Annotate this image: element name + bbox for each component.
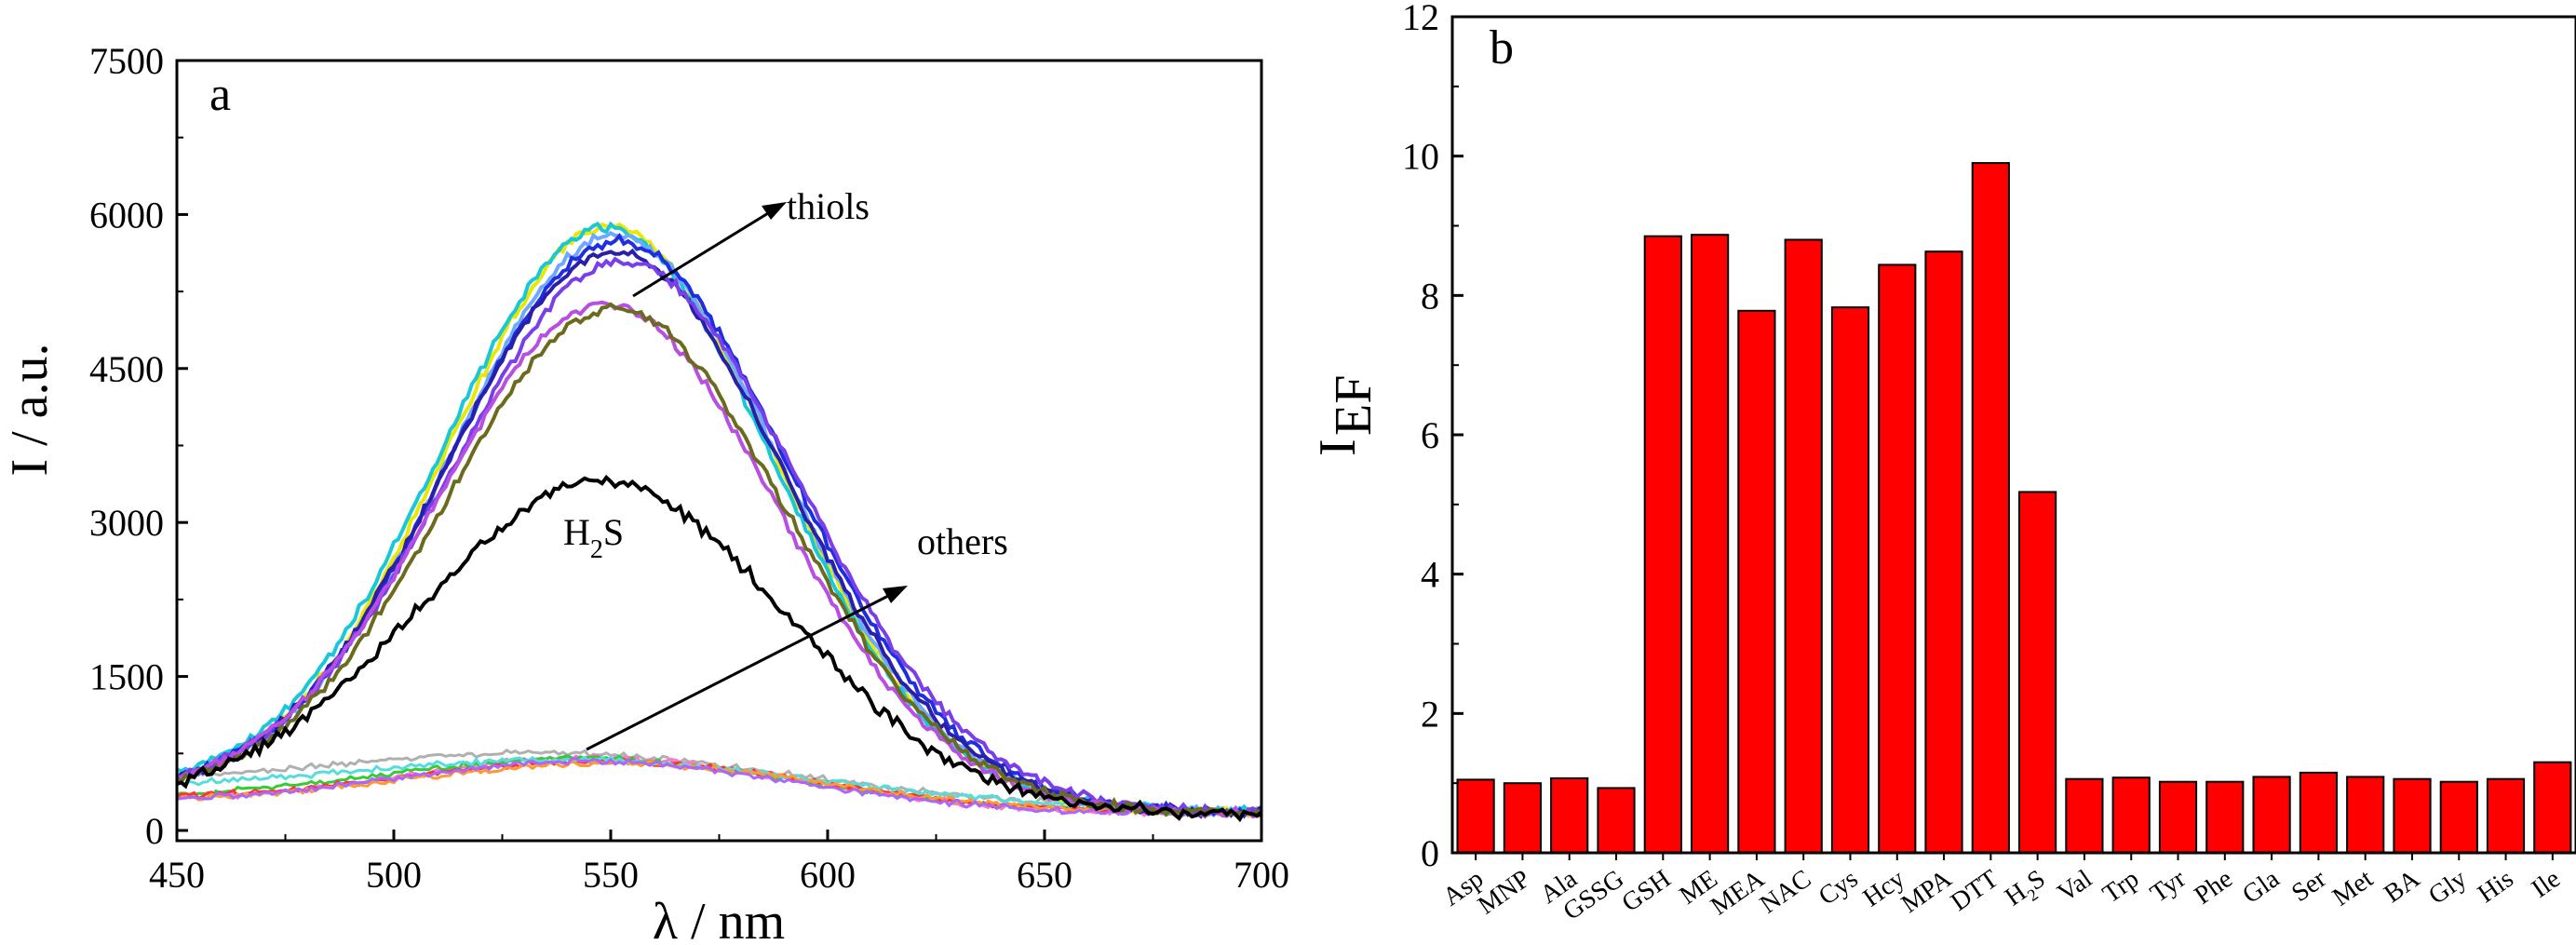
category-label: DTT (1946, 864, 2003, 917)
bar-GSH (1643, 235, 1682, 854)
panel-b-label: b (1490, 21, 1514, 74)
series-line-other-purple (176, 757, 1262, 818)
y-axis-label-b-sub: EF (1325, 375, 1382, 436)
b-y-tick-label: 10 (1402, 136, 1439, 178)
series-line-thiol-cyan (176, 221, 1263, 818)
category-label: His (2473, 864, 2519, 909)
x-tick-label: 550 (583, 854, 639, 896)
series-line-thiol-blue (176, 233, 1263, 819)
others-arrow-line (586, 591, 895, 751)
category-label: Met (2327, 864, 2379, 911)
panel-a-label: a (209, 68, 231, 121)
y-tick-label: 0 (145, 810, 164, 852)
thiols-label: thiols (787, 185, 870, 227)
category-label: Phe (2190, 864, 2238, 910)
b-y-tick-label: 8 (1421, 275, 1439, 317)
series-line-thiol-yellow (175, 222, 1263, 820)
b-y-tick-label: 12 (1402, 0, 1439, 38)
category-label: GSH (1617, 864, 1677, 918)
b-y-tick-label: 2 (1421, 693, 1439, 735)
bar-NAC (1784, 238, 1823, 854)
bar-DTT (1971, 162, 2010, 855)
x-tick-label: 600 (800, 854, 856, 896)
y-tick-label: 1500 (89, 656, 164, 698)
bar-MNP (1503, 782, 1543, 855)
bar-Val (2065, 777, 2104, 855)
bar-Tyr (2158, 780, 2198, 855)
b-y-tick-label: 0 (1421, 832, 1439, 874)
category-label: Ile (2527, 864, 2566, 903)
h2s-label: H2S (563, 511, 624, 564)
category-label: Ser (2286, 864, 2332, 908)
b-y-tick-label: 4 (1421, 554, 1439, 596)
bar-BA (2393, 777, 2432, 855)
thiols-arrow-line (632, 209, 774, 298)
x-axis-label: λ / nm (653, 893, 785, 945)
bar-H2S (2018, 491, 2057, 855)
series-line-thiol-lightblue (175, 230, 1262, 817)
others-arrow-head (883, 586, 908, 603)
bar-Gla (2252, 776, 2291, 855)
y-tick-label: 4500 (89, 348, 164, 390)
series-line-H2S (176, 474, 1263, 823)
category-label: H2S (2000, 864, 2053, 915)
plot-a-frame (175, 59, 1263, 843)
category-label: Val (2053, 864, 2098, 908)
bar-GSSG (1597, 787, 1636, 855)
category-label: Cys (1814, 864, 1863, 911)
y-tick-label: 6000 (89, 194, 164, 236)
category-label: NAC (1755, 864, 1816, 919)
category-label: BA (2379, 864, 2425, 909)
panel-a: 450 500 550 600 650 700015003000450060007500 … (1, 40, 1289, 945)
bar-Ser (2299, 771, 2339, 855)
x-tick-label: 450 (149, 854, 205, 896)
bar-Ile (2533, 761, 2572, 855)
bar-Asp (1456, 778, 1495, 855)
y-axis-label: I / a.u. (1, 343, 59, 476)
bar-Phe (2205, 780, 2245, 855)
category-label: Trp (2097, 864, 2144, 909)
bar-Met (2346, 776, 2385, 855)
bar-Hcy (1878, 263, 1917, 854)
category-label: Tyr (2145, 864, 2192, 909)
y-tick-label: 3000 (89, 502, 164, 544)
y-axis-label-b-main: I (1309, 439, 1367, 456)
thiols-arrow-head (762, 202, 787, 220)
y-tick-label: 7500 (89, 40, 164, 82)
bar-MPA (1924, 250, 1963, 854)
h2s-label-end: S (603, 511, 624, 553)
category-label: Gly (2423, 864, 2472, 910)
x-tick-label: 650 (1017, 854, 1072, 896)
plot-b-frame (1450, 15, 2576, 855)
bar-Ala (1550, 776, 1589, 855)
series-line-thiol-olive (175, 302, 1263, 819)
bar-Gly (2439, 780, 2478, 855)
category-label: MNP (1473, 864, 1536, 920)
bar-His (2486, 777, 2526, 855)
h2s-label-sub: 2 (590, 535, 603, 564)
bar-Cys (1830, 306, 1870, 855)
bar-MEA (1737, 309, 1776, 854)
category-label: Gla (2237, 864, 2285, 910)
bar-Trp (2111, 776, 2151, 855)
bar-ME (1691, 234, 1730, 854)
b-y-tick-label: 6 (1421, 414, 1439, 456)
h2s-label-main: H (563, 511, 590, 553)
series-line-thiol-magenta (175, 300, 1262, 819)
x-tick-label: 500 (366, 854, 422, 896)
y-axis-label-b: I EF (1309, 375, 1382, 456)
x-tick-label: 700 (1234, 854, 1289, 896)
others-label: others (917, 520, 1008, 562)
